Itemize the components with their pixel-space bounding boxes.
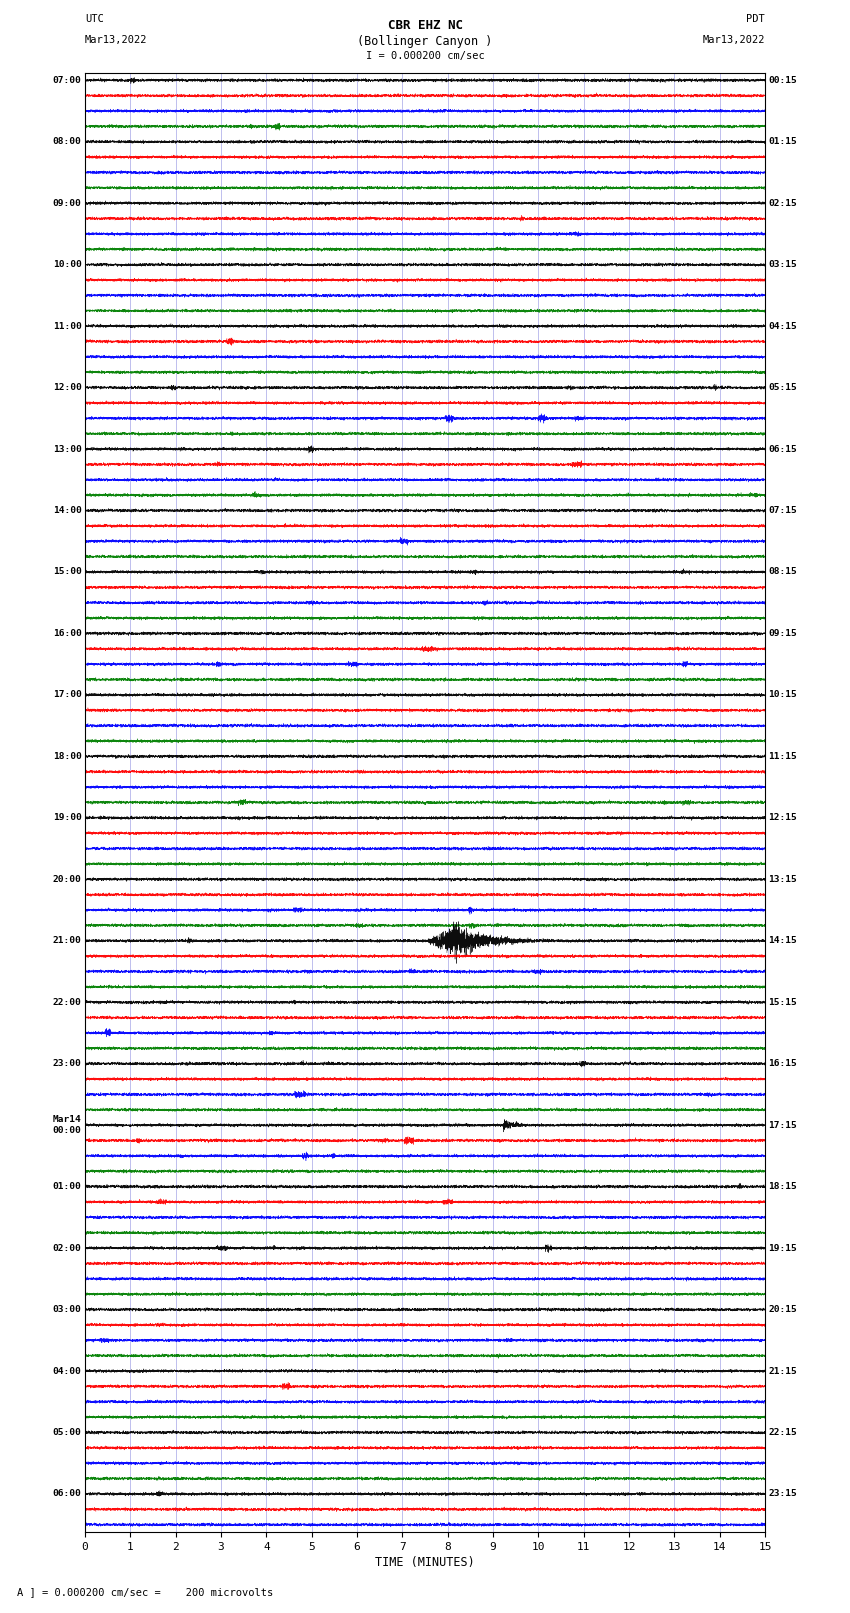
Text: Mar13,2022: Mar13,2022	[702, 35, 765, 45]
Text: 06:15: 06:15	[768, 445, 797, 453]
Text: 04:00: 04:00	[53, 1366, 82, 1376]
Text: 17:00: 17:00	[53, 690, 82, 700]
Text: 04:15: 04:15	[768, 321, 797, 331]
Text: 18:00: 18:00	[53, 752, 82, 761]
Text: 02:00: 02:00	[53, 1244, 82, 1253]
Text: 09:00: 09:00	[53, 198, 82, 208]
Text: (Bollinger Canyon ): (Bollinger Canyon )	[357, 35, 493, 48]
Text: 13:15: 13:15	[768, 874, 797, 884]
Text: 01:15: 01:15	[768, 137, 797, 147]
Text: 15:15: 15:15	[768, 998, 797, 1007]
Text: 06:00: 06:00	[53, 1489, 82, 1498]
Text: 07:15: 07:15	[768, 506, 797, 515]
Text: 11:00: 11:00	[53, 321, 82, 331]
Text: 05:00: 05:00	[53, 1428, 82, 1437]
Text: 21:15: 21:15	[768, 1366, 797, 1376]
Text: 14:00: 14:00	[53, 506, 82, 515]
Text: 11:15: 11:15	[768, 752, 797, 761]
Text: 19:00: 19:00	[53, 813, 82, 823]
Text: 21:00: 21:00	[53, 936, 82, 945]
Text: Mar14
00:00: Mar14 00:00	[53, 1116, 82, 1136]
X-axis label: TIME (MINUTES): TIME (MINUTES)	[375, 1557, 475, 1569]
Text: UTC: UTC	[85, 15, 104, 24]
Text: CBR EHZ NC: CBR EHZ NC	[388, 19, 462, 32]
Text: 12:00: 12:00	[53, 382, 82, 392]
Text: 05:15: 05:15	[768, 382, 797, 392]
Text: 08:00: 08:00	[53, 137, 82, 147]
Text: 23:15: 23:15	[768, 1489, 797, 1498]
Text: 19:15: 19:15	[768, 1244, 797, 1253]
Text: 03:15: 03:15	[768, 260, 797, 269]
Text: I = 0.000200 cm/sec: I = 0.000200 cm/sec	[366, 52, 484, 61]
Text: 17:15: 17:15	[768, 1121, 797, 1129]
Text: 20:15: 20:15	[768, 1305, 797, 1315]
Text: 10:00: 10:00	[53, 260, 82, 269]
Text: 00:15: 00:15	[768, 76, 797, 85]
Text: A ] = 0.000200 cm/sec =    200 microvolts: A ] = 0.000200 cm/sec = 200 microvolts	[17, 1587, 273, 1597]
Text: Mar13,2022: Mar13,2022	[85, 35, 148, 45]
Text: 22:15: 22:15	[768, 1428, 797, 1437]
Text: 13:00: 13:00	[53, 445, 82, 453]
Text: PDT: PDT	[746, 15, 765, 24]
Text: 02:15: 02:15	[768, 198, 797, 208]
Text: 07:00: 07:00	[53, 76, 82, 85]
Text: 15:00: 15:00	[53, 568, 82, 576]
Text: 09:15: 09:15	[768, 629, 797, 639]
Text: 22:00: 22:00	[53, 998, 82, 1007]
Text: 08:15: 08:15	[768, 568, 797, 576]
Text: 18:15: 18:15	[768, 1182, 797, 1190]
Text: 23:00: 23:00	[53, 1060, 82, 1068]
Text: 12:15: 12:15	[768, 813, 797, 823]
Text: 20:00: 20:00	[53, 874, 82, 884]
Text: 03:00: 03:00	[53, 1305, 82, 1315]
Text: 16:00: 16:00	[53, 629, 82, 639]
Text: 10:15: 10:15	[768, 690, 797, 700]
Text: 16:15: 16:15	[768, 1060, 797, 1068]
Text: 14:15: 14:15	[768, 936, 797, 945]
Text: 01:00: 01:00	[53, 1182, 82, 1190]
